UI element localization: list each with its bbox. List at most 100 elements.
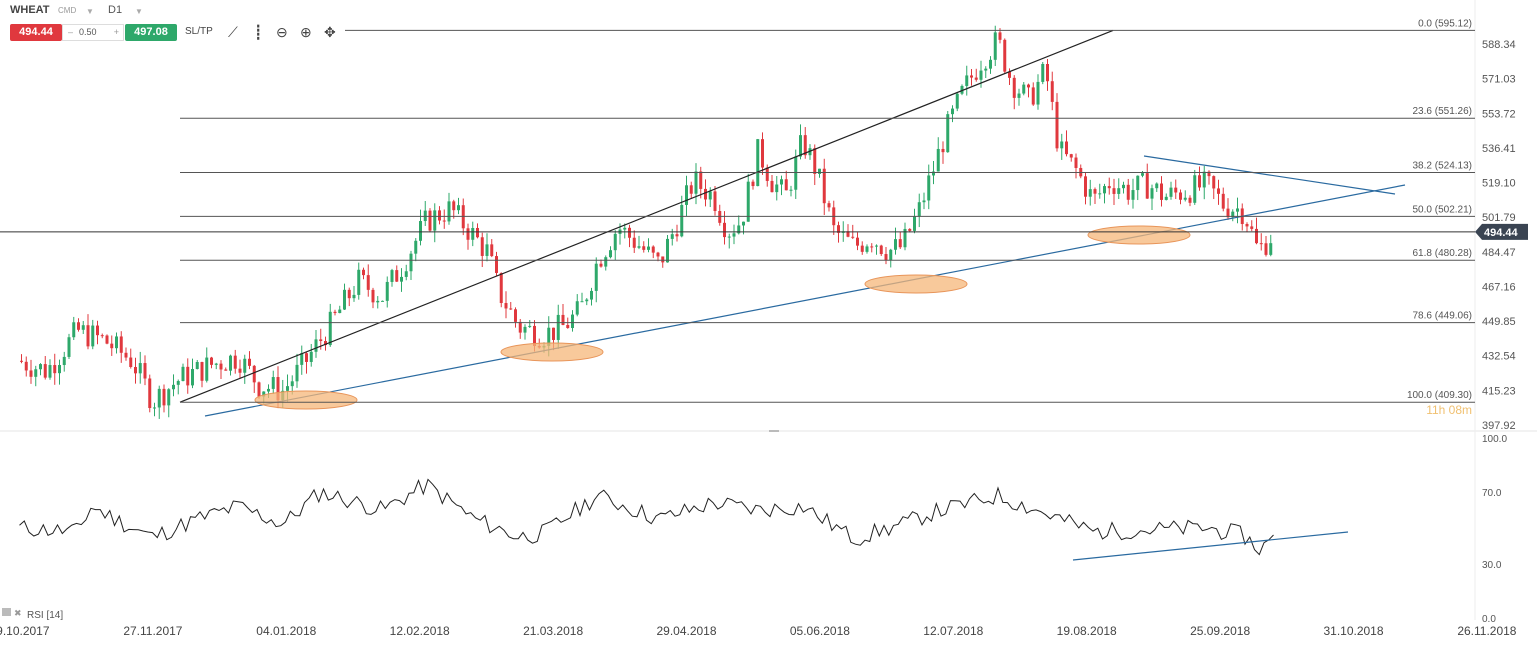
candle <box>604 257 608 267</box>
symbol-dropdown-icon[interactable]: ▼ <box>86 7 94 16</box>
candle <box>547 327 551 346</box>
decrease-icon[interactable]: – <box>68 27 74 37</box>
candle <box>670 234 674 239</box>
candlestick-icon[interactable]: ┋ <box>254 24 263 40</box>
candle <box>300 353 304 365</box>
price-axis-label: 501.79 <box>1482 212 1516 224</box>
candle <box>984 68 988 71</box>
fib-level-label: 38.2 (524.13) <box>1413 160 1473 171</box>
candle <box>742 221 745 226</box>
time-axis-label: 04.01.2018 <box>256 624 316 638</box>
rsi-axis-label: 70.0 <box>1482 488 1502 499</box>
time-axis-label: 26.11.2018 <box>1457 624 1516 638</box>
current-price-tag <box>1475 223 1528 240</box>
line-tool-icon[interactable]: ⟋ <box>228 24 238 40</box>
sell-price-button[interactable]: 494.44 <box>10 24 62 41</box>
candle <box>181 366 185 382</box>
candle <box>210 357 213 365</box>
increase-icon[interactable]: + <box>113 27 119 37</box>
candle <box>110 343 114 349</box>
candle <box>1160 183 1163 200</box>
candle <box>224 369 228 371</box>
candle <box>737 225 741 234</box>
price-axis-label: 397.92 <box>1482 420 1516 432</box>
candle <box>490 244 494 257</box>
candle <box>685 185 688 205</box>
spread-value[interactable]: 0.50 <box>79 27 97 37</box>
candle <box>941 148 945 153</box>
symbol-name[interactable]: WHEAT <box>10 4 50 16</box>
candle <box>267 388 270 392</box>
rsi-settings-icon[interactable] <box>2 608 11 616</box>
candle <box>590 290 593 300</box>
lower-trendline[interactable] <box>204 184 1406 417</box>
zoom-in-icon[interactable]: ⊕ <box>300 24 312 40</box>
candle <box>1259 243 1263 245</box>
candle <box>324 341 327 346</box>
candle <box>974 77 978 80</box>
candle <box>29 370 33 377</box>
panel-resize-handle[interactable] <box>769 430 779 432</box>
descending-trendline[interactable] <box>1143 155 1396 195</box>
candle <box>694 171 698 194</box>
candle <box>433 210 437 231</box>
crosshair-icon[interactable]: ✥ <box>324 24 336 40</box>
price-axis-label: 536.41 <box>1482 143 1516 155</box>
fib-level-label: 61.8 (480.28) <box>1413 248 1473 259</box>
candle <box>1212 176 1216 189</box>
fib-level-label: 0.0 (595.12) <box>1418 18 1472 29</box>
candle <box>955 93 959 109</box>
candle <box>471 227 475 240</box>
candle <box>1069 154 1073 158</box>
candle <box>661 256 665 263</box>
candle <box>39 364 42 370</box>
rsi-line <box>19 478 1274 556</box>
zoom-out-icon[interactable]: ⊖ <box>276 24 288 40</box>
candle <box>1074 157 1078 168</box>
candle <box>495 256 498 273</box>
candle <box>305 353 308 362</box>
buy-price-button[interactable]: 497.08 <box>125 24 177 41</box>
candle <box>96 325 99 336</box>
candle <box>784 179 788 191</box>
candle <box>580 301 584 303</box>
sltp-button[interactable]: SL/TP <box>185 26 213 37</box>
rsi-remove-icon[interactable]: ✖ <box>14 608 22 618</box>
candle <box>119 336 123 353</box>
candle <box>675 234 679 237</box>
rsi-label: RSI [14] <box>27 610 63 621</box>
price-axis-label: 571.03 <box>1482 74 1516 86</box>
candle <box>946 114 950 153</box>
candle <box>214 363 218 365</box>
price-axis-label: 449.85 <box>1482 316 1516 328</box>
rsi-trendline[interactable] <box>1072 531 1349 561</box>
candle <box>1131 190 1135 200</box>
candle <box>200 362 204 381</box>
candle <box>1226 208 1230 218</box>
candle <box>1008 71 1011 78</box>
time-axis-label: 12.02.2018 <box>390 624 450 638</box>
candle <box>1207 171 1211 177</box>
candle <box>571 314 574 329</box>
time-axis-label: 29.04.2018 <box>656 624 716 638</box>
candle <box>276 377 280 401</box>
candle <box>1245 224 1249 227</box>
candle <box>466 228 470 240</box>
candle <box>775 184 779 193</box>
fib-level-label: 100.0 (409.30) <box>1407 390 1472 401</box>
timeframe-selector[interactable]: D1 <box>108 4 123 16</box>
timeframe-dropdown-icon[interactable]: ▼ <box>135 7 143 16</box>
price-axis-label: 588.34 <box>1482 39 1516 51</box>
candle <box>523 326 527 333</box>
candle <box>1269 243 1273 255</box>
candle <box>628 227 631 238</box>
candle <box>913 216 916 231</box>
candle <box>1036 81 1040 105</box>
candle <box>1022 84 1026 94</box>
candle <box>951 108 954 115</box>
candle <box>176 381 180 385</box>
candle-countdown: 11h 08m <box>1426 403 1472 417</box>
volume-stepper[interactable]: – 0.50 + <box>62 24 124 41</box>
candle <box>1145 173 1149 199</box>
